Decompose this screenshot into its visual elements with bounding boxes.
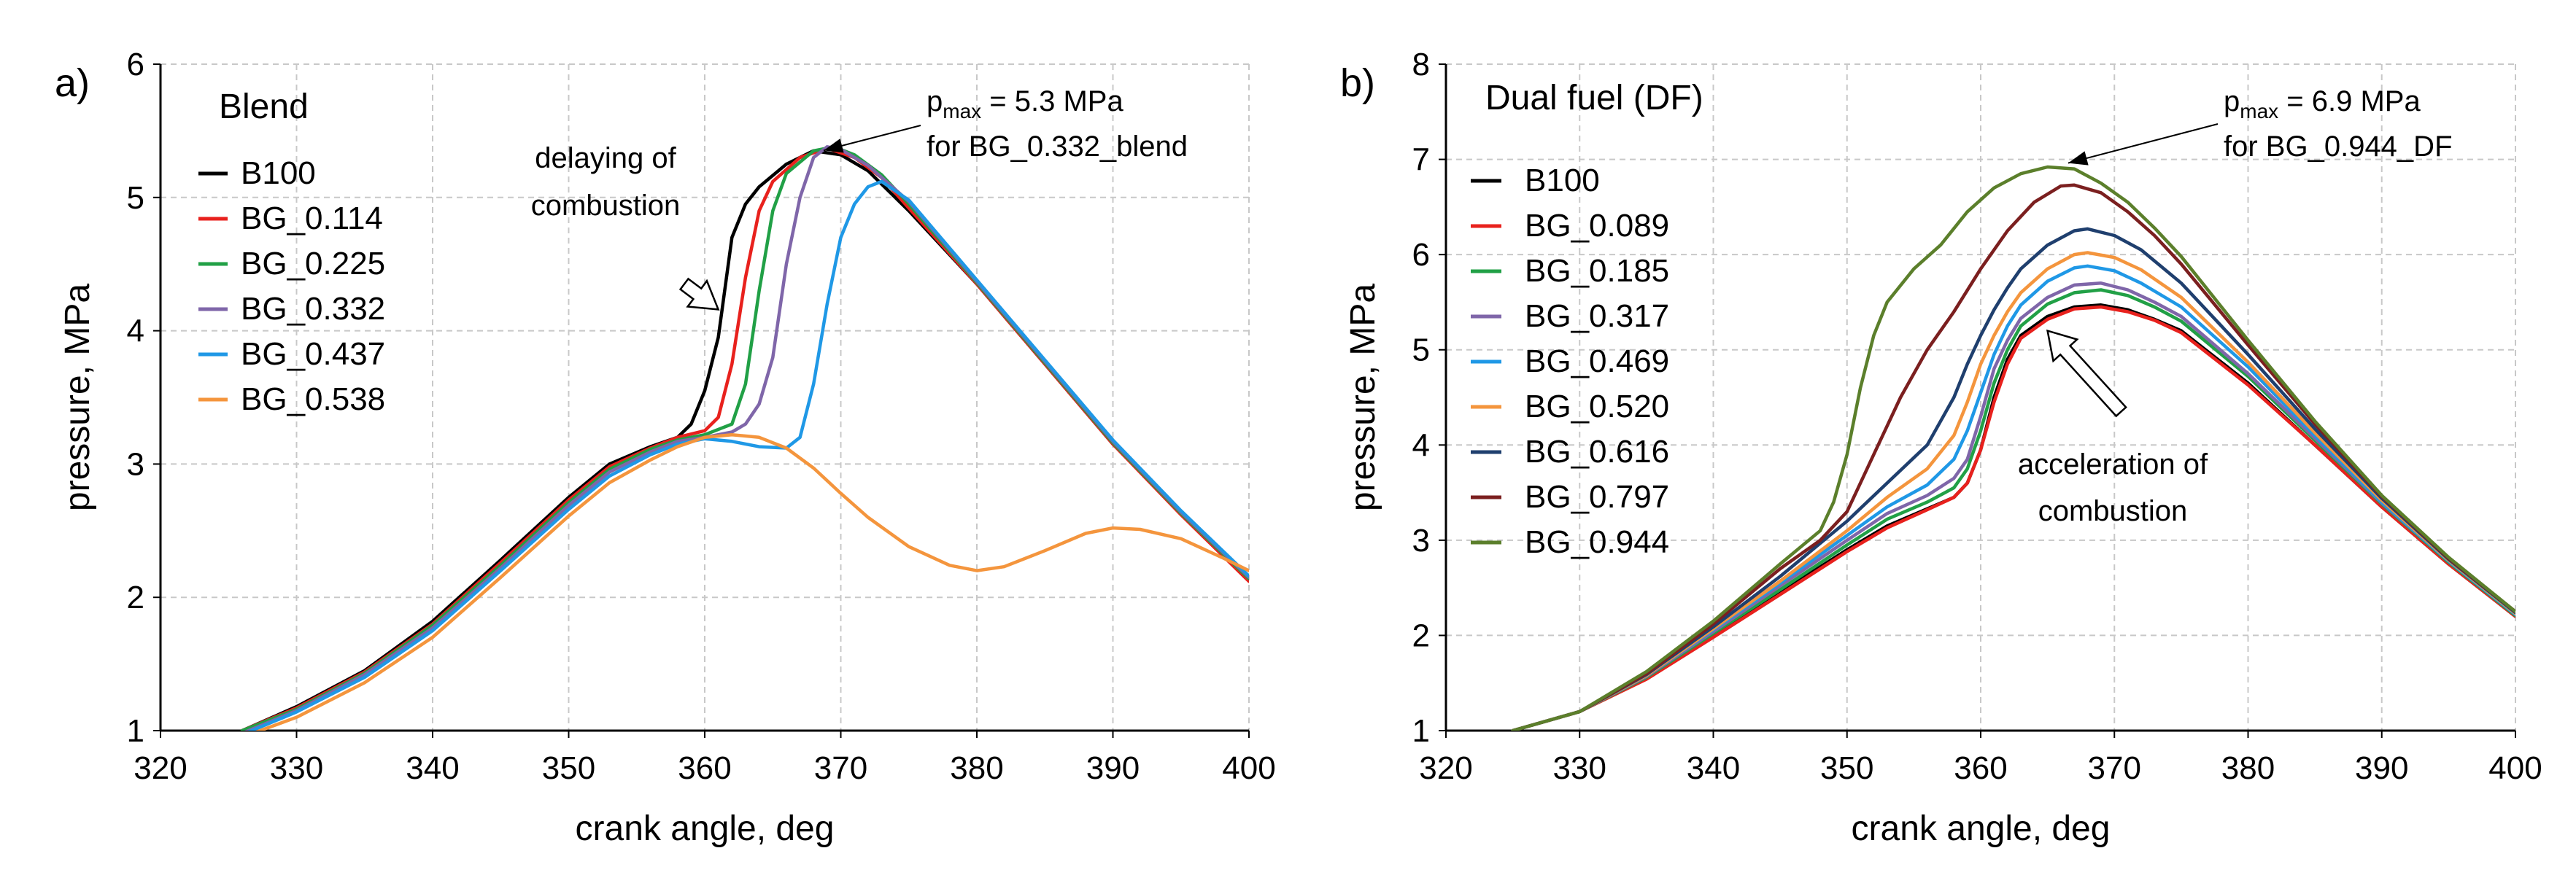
x-tick-label: 320 [134, 750, 187, 786]
x-tick-label: 340 [1687, 750, 1740, 786]
legend-entry: BG_0.114 [241, 201, 383, 236]
x-tick-label: 380 [2221, 750, 2275, 786]
panel-label: a) [55, 61, 90, 105]
x-tick-label: 320 [1419, 750, 1472, 786]
x-tick-label: 330 [270, 750, 323, 786]
pmax-symbol: p [927, 85, 943, 117]
legend-entry: BG_0.797 [1525, 479, 1669, 515]
series-line-bg-0-538 [255, 432, 1249, 731]
legend: Blend B100 BG_0.114 BG_0.225 BG_0.332 BG_0.43… [198, 88, 385, 417]
x-tick-label: 390 [2355, 750, 2408, 786]
series-lines [1511, 165, 2515, 731]
y-tick-label: 3 [1412, 523, 1430, 559]
pmax-arrowhead [2068, 151, 2089, 166]
series-line-bg-0-520 [1511, 251, 2515, 731]
legend-entry: BG_0.520 [1525, 389, 1669, 424]
series-line-bg-0-797 [1511, 183, 2515, 731]
pmax-annotation-line1: pmax = 6.9 MPa [2224, 85, 2421, 122]
pmax-arrowhead [823, 139, 844, 153]
x-axis-label: crank angle, deg [576, 809, 835, 848]
legend-entry: BG_0.225 [241, 246, 385, 281]
x-tick-label: 360 [1954, 750, 2007, 786]
x-tick-label: 350 [542, 750, 595, 786]
legend-title: Blend [219, 88, 309, 126]
hollow-arrow [678, 277, 720, 311]
series-line-bg-0-317 [1511, 281, 2515, 731]
legend-entry: B100 [1525, 163, 1600, 198]
legend-title: Dual fuel (DF) [1485, 79, 1703, 117]
chart-panel-a: 320 330 340 350 360 370 380 390 400 1 2 3 4 5 6 crank a… [55, 47, 1276, 848]
pmax-annotation-line2: for BG_0.944_DF [2224, 131, 2453, 163]
series-line-bg-0-225 [240, 145, 1249, 731]
series-line-bg-0-437 [247, 179, 1249, 731]
pmax-subscript: max [2240, 100, 2278, 122]
series-line-bg-0-114 [240, 146, 1249, 731]
series-lines [240, 145, 1249, 731]
chart-panel-b: 320 330 340 350 360 370 380 390 400 1 2 3 4 5 6 7 8 crank… [1340, 47, 2542, 848]
x-tick-label: 360 [678, 750, 731, 786]
legend-entry: BG_0.944 [1525, 524, 1669, 560]
y-tick-label: 3 [127, 446, 144, 482]
series-line-bg-0-089 [1511, 305, 2515, 731]
x-tick-label: 350 [1820, 750, 1873, 786]
y-tick-label: 5 [127, 180, 144, 216]
y-tick-label: 2 [1412, 618, 1430, 653]
series-line-bg-0-616 [1511, 227, 2515, 731]
legend-entry: BG_0.089 [1525, 208, 1669, 244]
y-tick-label: 1 [127, 713, 144, 749]
combustion-annotation-line1: delaying of [535, 142, 676, 174]
pmax-symbol: p [2224, 85, 2240, 117]
pmax-subscript: max [943, 100, 981, 122]
series-line-b100 [240, 149, 1249, 731]
gridlines [160, 63, 1250, 731]
y-tick-label: 8 [1412, 47, 1430, 82]
legend-entry: BG_0.616 [1525, 434, 1669, 470]
y-tick-label: 7 [1412, 142, 1430, 178]
pmax-annotation-line2: for BG_0.332_blend [927, 131, 1188, 163]
legend-entry: BG_0.332 [241, 291, 385, 327]
pmax-value: = 5.3 MPa [981, 85, 1123, 117]
series-line-bg-0-332 [244, 145, 1249, 731]
y-tick-label: 4 [1412, 427, 1430, 463]
pmax-arrow-line [2068, 123, 2219, 164]
y-tick-label: 2 [127, 580, 144, 615]
panel-label: b) [1340, 61, 1375, 105]
series-line-bg-0-185 [1511, 288, 2515, 731]
x-tick-label: 380 [950, 750, 1003, 786]
y-tick-label: 6 [1412, 237, 1430, 273]
combustion-annotation-line1: acceleration of [2018, 448, 2208, 481]
legend-entry: BG_0.185 [1525, 253, 1669, 289]
hollow-arrow [2046, 329, 2127, 418]
x-tick-label: 370 [2088, 750, 2141, 786]
y-axis-label: pressure, MPa [58, 284, 97, 511]
legend: Dual fuel (DF) B100 BG_0.089 BG_0.185 BG_0.3… [1471, 79, 1703, 560]
x-tick-label: 370 [814, 750, 867, 786]
legend-entry: BG_0.469 [1525, 343, 1669, 379]
x-axis-label: crank angle, deg [1852, 809, 2111, 848]
gridlines [1446, 63, 2516, 731]
legend-entry: BG_0.538 [241, 381, 385, 417]
x-tick-label: 390 [1086, 750, 1140, 786]
y-tick-label: 5 [1412, 332, 1430, 368]
pmax-value: = 6.9 MPa [2278, 85, 2421, 117]
x-tick-label: 400 [1222, 750, 1275, 786]
combustion-annotation-line2: combustion [2038, 495, 2188, 527]
x-tick-label: 400 [2488, 750, 2542, 786]
y-tick-label: 6 [127, 47, 144, 82]
series-line-bg-0-944 [1511, 165, 2515, 731]
x-tick-label: 330 [1553, 750, 1606, 786]
legend-entry: BG_0.317 [1525, 298, 1669, 334]
x-tick-label: 340 [406, 750, 459, 786]
combustion-annotation-line2: combustion [531, 190, 681, 222]
legend-entry: B100 [241, 155, 316, 191]
legend-entry: BG_0.437 [241, 336, 385, 372]
y-tick-label: 4 [127, 314, 144, 349]
y-axis-label: pressure, MPa [1344, 284, 1382, 511]
y-tick-label: 1 [1412, 713, 1430, 749]
pmax-annotation-line1: pmax = 5.3 MPa [927, 85, 1123, 122]
